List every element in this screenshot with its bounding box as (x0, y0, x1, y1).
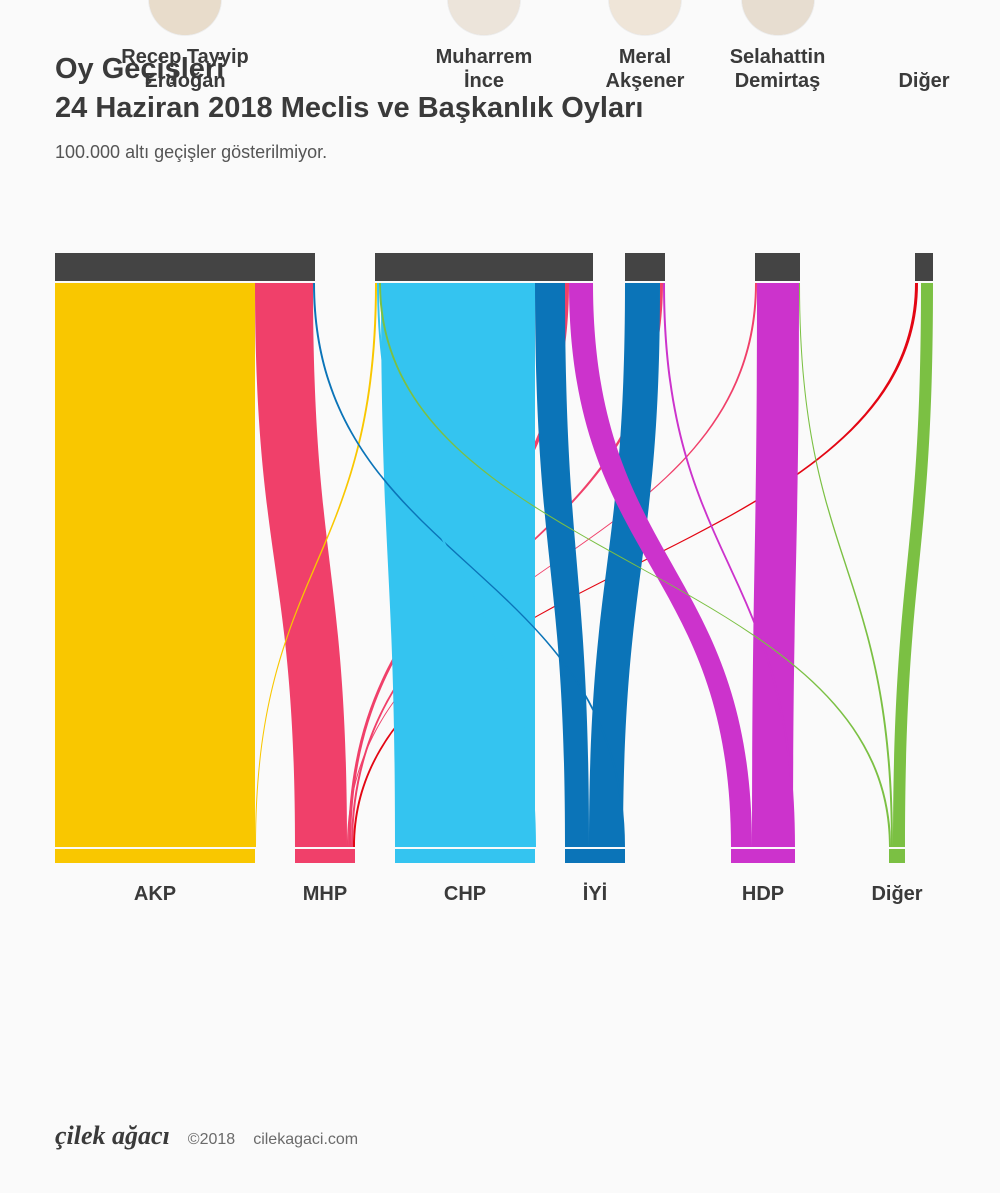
sankey-flow (589, 283, 660, 847)
candidate-avatar (609, 0, 681, 35)
sankey-flow (255, 283, 347, 847)
copyright: ©2018 (188, 1131, 235, 1149)
candidate-avatar (448, 0, 520, 35)
candidate-bar (375, 253, 593, 281)
brand-logo: çilek ağacı (55, 1121, 170, 1151)
candidate-bar (55, 253, 315, 281)
candidate-bar (915, 253, 933, 281)
candidate: Diğer (834, 69, 1000, 93)
chart-title-2: 24 Haziran 2018 Meclis ve Başkanlık Oyla… (55, 89, 945, 128)
party-label: CHP (415, 883, 515, 906)
party-label: MHP (275, 883, 375, 906)
party-bar (395, 849, 535, 863)
sankey-flow (381, 283, 535, 847)
candidate-bar (755, 253, 800, 281)
party-bar (889, 849, 905, 863)
candidate-bar (625, 253, 665, 281)
party-bar (295, 849, 355, 863)
candidate: Muharrem İnce (394, 0, 574, 93)
sankey-chart: Recep Tayyip ErdoğanMuharrem İnceMeral A… (55, 253, 945, 915)
sankey-flow (799, 283, 893, 847)
sankey-flow (752, 283, 799, 847)
party-bar (731, 849, 795, 863)
candidate: Recep Tayyip Erdoğan (95, 0, 275, 93)
candidate-name: Diğer (834, 69, 1000, 93)
candidate-avatar (742, 0, 814, 35)
sankey-flow (55, 283, 255, 847)
chart-subtitle: 100.000 altı geçişler gösterilmiyor. (55, 142, 945, 163)
footer: çilek ağacı ©2018 cilekagaci.com (55, 1121, 358, 1151)
party-label: İYİ (545, 883, 645, 906)
candidate-name: Recep Tayyip Erdoğan (95, 45, 275, 93)
party-label: Diğer (847, 883, 947, 906)
party-label: HDP (713, 883, 813, 906)
candidate-name: Muharrem İnce (394, 45, 574, 93)
party-bar (565, 849, 625, 863)
sankey-flow (893, 283, 933, 847)
candidate-avatar (149, 0, 221, 35)
party-bar (55, 849, 255, 863)
party-label: AKP (105, 883, 205, 906)
sankey-svg (55, 253, 945, 893)
footer-url: cilekagaci.com (253, 1131, 358, 1149)
